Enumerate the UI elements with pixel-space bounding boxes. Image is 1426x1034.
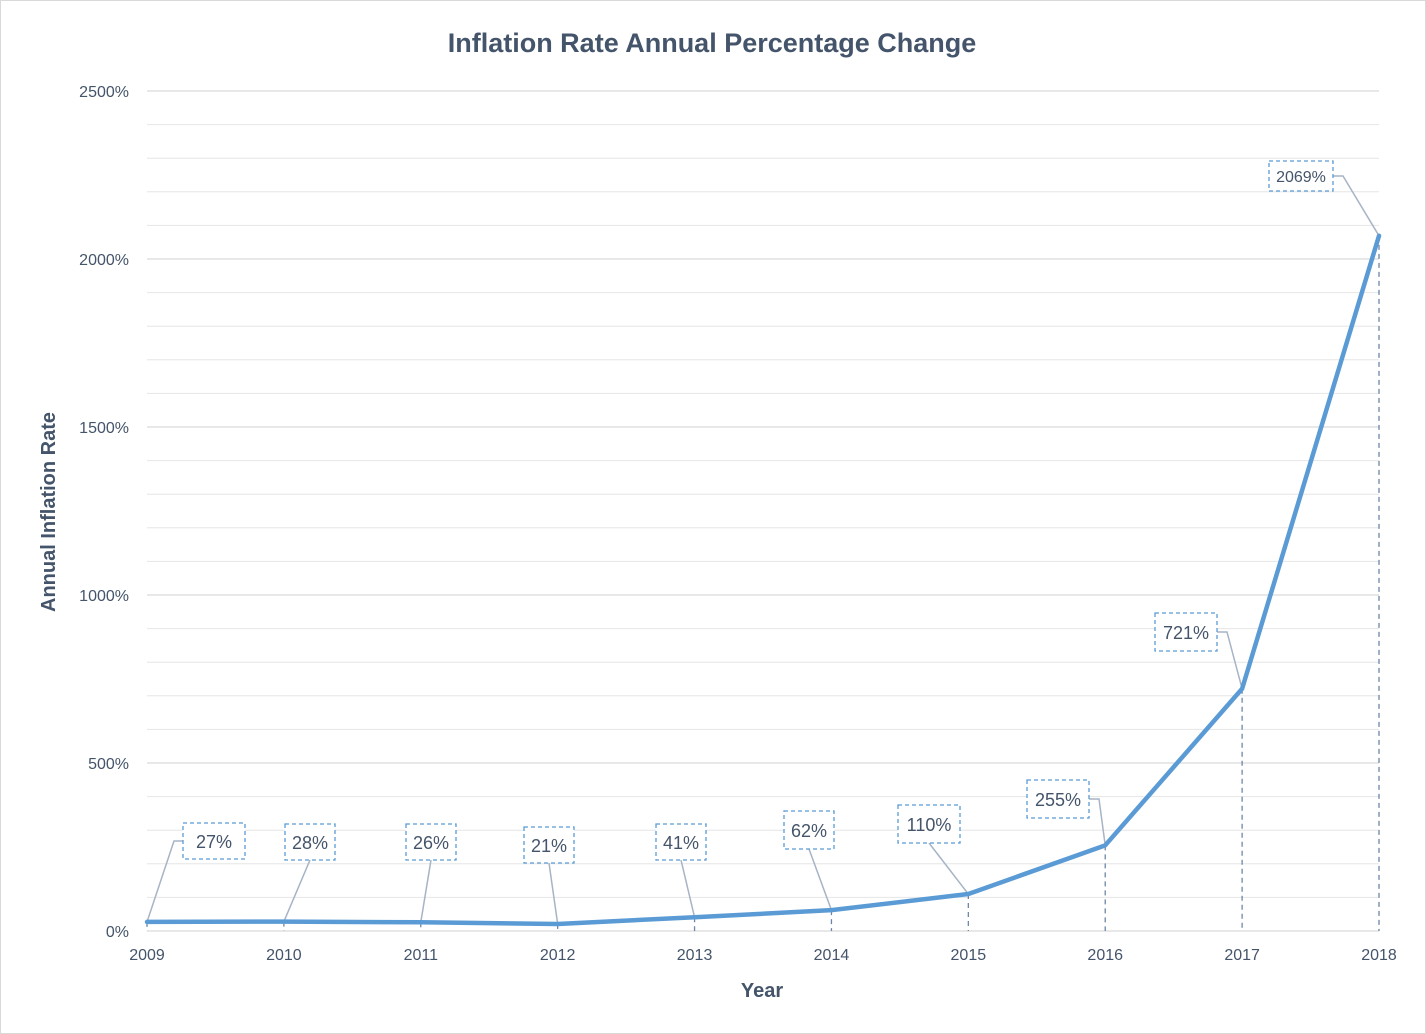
data-label-box [405, 823, 457, 861]
y-tick-label: 1000% [79, 588, 129, 605]
series-polyline [144, 233, 1382, 927]
leader-lines [146, 175, 1380, 925]
x-tick-label: 2011 [404, 947, 439, 964]
leader-line [420, 859, 432, 923]
data-label-box [182, 822, 246, 860]
series-line [144, 233, 1382, 927]
y-tick-label: 500% [88, 756, 129, 773]
leader-line [928, 842, 969, 895]
x-axis-ticks: 2009 2010 2011 2012 2013 2014 2015 2016 2017 2018 [129, 947, 1397, 964]
x-tick-label: 2014 [814, 947, 850, 964]
y-tick-label: 2000% [79, 252, 129, 269]
data-label: 26% [413, 833, 449, 853]
y-axis-title: Annual Inflation Rate [38, 412, 60, 612]
leader-line [1333, 175, 1380, 237]
x-tick-label: 2015 [951, 947, 987, 964]
data-label: 62% [791, 821, 827, 841]
x-tick-label: 2010 [266, 947, 302, 964]
data-label: 28% [292, 833, 328, 853]
x-tick-label: 2013 [677, 947, 713, 964]
data-label-box [655, 823, 707, 861]
data-label: 255% [1035, 790, 1081, 810]
leader-line [680, 859, 696, 918]
data-label-box [783, 810, 835, 850]
x-tick-label: 2018 [1361, 947, 1397, 964]
y-tick-label: 2500% [79, 84, 129, 101]
data-label: 2069% [1276, 169, 1326, 186]
leader-line [548, 862, 559, 925]
data-label-box [284, 823, 336, 861]
leader-line [808, 848, 833, 911]
data-label-box [1026, 779, 1090, 819]
data-label: 721% [1163, 623, 1209, 643]
leader-line [1217, 631, 1243, 689]
leader-line [1089, 798, 1106, 846]
x-axis-title: Year [741, 980, 783, 1002]
data-label: 41% [663, 833, 699, 853]
data-labels: 27% 28% 26% 21% 41% 62% 110% 255% 721% 2069% [182, 160, 1334, 864]
data-label-box [1268, 160, 1334, 192]
y-tick-label: 0% [106, 924, 129, 941]
chart-title: Inflation Rate Annual Percentage Change [448, 28, 977, 58]
gridlines [147, 90, 1379, 932]
data-label-box [897, 804, 961, 844]
y-axis-ticks: 0% 500% 1000% 1500% 2000% 2500% [79, 84, 129, 941]
x-tick-label: 2009 [129, 947, 165, 964]
x-tick-label: 2017 [1224, 947, 1260, 964]
data-label: 21% [531, 836, 567, 856]
leader-line [283, 859, 311, 922]
data-label-box [1154, 612, 1218, 652]
data-label-box [523, 826, 575, 864]
x-tick-label: 2012 [540, 947, 576, 964]
y-tick-label: 1500% [79, 420, 129, 437]
data-label: 27% [196, 832, 232, 852]
leader-line [146, 840, 183, 923]
x-tick-label: 2016 [1087, 947, 1123, 964]
data-label: 110% [907, 815, 952, 835]
